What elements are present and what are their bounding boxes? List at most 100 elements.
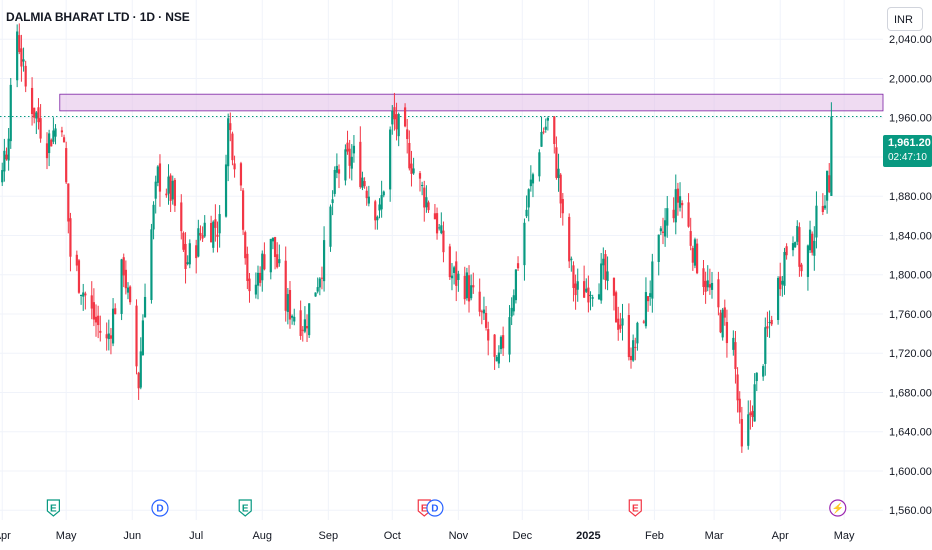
candle-body <box>747 414 750 446</box>
candle-body <box>182 232 185 250</box>
candle-body <box>559 174 562 204</box>
price-tick-label: 1,800.00 <box>889 270 932 282</box>
candle-body <box>406 129 409 140</box>
time-tick-label: Dec <box>513 530 533 542</box>
dividend-icon[interactable]: D <box>426 499 444 517</box>
earnings-icon[interactable]: E <box>417 499 431 517</box>
earnings-icon-letter: E <box>50 504 57 515</box>
earnings-icon[interactable]: E <box>46 499 60 517</box>
time-tick-label: Mar <box>705 530 724 542</box>
candle-body <box>525 209 528 217</box>
event-markers: E D E E D E ⚡ <box>46 499 847 517</box>
time-tick-label: 2025 <box>576 530 600 542</box>
candle-body <box>465 272 468 299</box>
candle-body <box>553 116 556 144</box>
candle-body <box>203 222 206 237</box>
candle-body <box>380 195 383 210</box>
candle-body <box>555 147 558 178</box>
symbol-title: DALMIA BHARAT LTD · 1D · NSE <box>6 10 190 24</box>
candle-body <box>531 174 535 184</box>
price-tick-label: 1,840.00 <box>889 230 932 242</box>
candle-body <box>184 243 187 269</box>
candle-body <box>50 139 53 147</box>
candle-body <box>18 35 21 53</box>
time-tick-label: Nov <box>449 530 469 542</box>
candle-body <box>120 259 123 314</box>
candle-body <box>442 230 445 253</box>
time-tick-label: Sep <box>319 530 339 542</box>
candle-body <box>542 131 545 133</box>
candle-body <box>273 237 277 257</box>
candle-body <box>621 318 624 326</box>
resistance-zone-box[interactable] <box>59 93 884 112</box>
candle-body <box>600 263 603 301</box>
candle-body <box>229 123 232 131</box>
current-price-badge: 1,961.20 02:47:10 <box>883 135 932 167</box>
candle-body <box>346 142 349 152</box>
candle-body <box>374 201 377 221</box>
candle-body <box>150 229 153 300</box>
candle-body <box>126 287 130 293</box>
candle-body <box>681 202 684 206</box>
candle-body <box>438 227 441 229</box>
candle-body <box>751 411 754 417</box>
candle-body <box>197 228 200 257</box>
candle-body <box>546 117 549 121</box>
candle-body <box>649 293 652 297</box>
candle-body <box>107 333 110 340</box>
candle-body <box>510 307 513 317</box>
candle-body <box>67 183 70 222</box>
dividend-icon-letter: D <box>156 504 163 515</box>
candle-body <box>216 234 219 237</box>
earnings-icon-letter: E <box>242 504 249 515</box>
candle-body <box>740 419 743 447</box>
candle-body <box>544 126 547 130</box>
dividend-icon[interactable]: D <box>151 499 169 517</box>
candle-body <box>156 166 159 183</box>
earnings-icon[interactable]: E <box>628 499 642 517</box>
resistance-zone[interactable] <box>0 93 884 118</box>
candle-body <box>678 196 682 208</box>
candle-body <box>826 170 829 201</box>
candle-body <box>318 278 321 288</box>
split-flash-icon[interactable]: ⚡ <box>829 499 847 517</box>
candle-body <box>823 205 827 209</box>
candle-body <box>646 296 650 302</box>
candle-body <box>359 141 362 187</box>
candle-body <box>651 261 654 299</box>
candle-body <box>139 351 142 388</box>
candle-body <box>472 285 475 288</box>
candle-body <box>497 352 500 364</box>
candle-body <box>783 251 786 286</box>
candle-body <box>20 48 23 67</box>
candle-body <box>152 204 155 230</box>
grid-lines <box>0 0 883 520</box>
candle-body <box>94 316 98 323</box>
candle-body <box>241 190 245 230</box>
candle-body <box>248 278 251 292</box>
candle-body <box>762 366 765 377</box>
candle-body <box>227 118 230 167</box>
candle-body <box>276 254 279 268</box>
earnings-icon[interactable]: E <box>238 499 252 517</box>
split-flash-icon-letter: ⚡ <box>832 502 844 515</box>
candle-body <box>487 329 490 341</box>
candle-body <box>738 398 741 413</box>
price-tick-label: 1,640.00 <box>889 427 932 439</box>
candle-body <box>269 238 272 273</box>
candle-body <box>572 265 575 288</box>
earnings-icon-letter: E <box>632 504 639 515</box>
candle-body <box>352 145 356 154</box>
candle-body <box>348 148 351 166</box>
candle-body <box>657 234 660 262</box>
candle-body <box>397 114 400 137</box>
candle-body <box>337 169 341 174</box>
candle-body <box>37 107 40 123</box>
candle-body <box>305 326 309 329</box>
candle-body <box>314 292 317 297</box>
candle-body <box>271 237 275 242</box>
candle-body <box>585 288 588 292</box>
currency-button[interactable]: INR <box>887 7 923 31</box>
price-tick-label: 2,040.00 <box>889 34 932 46</box>
